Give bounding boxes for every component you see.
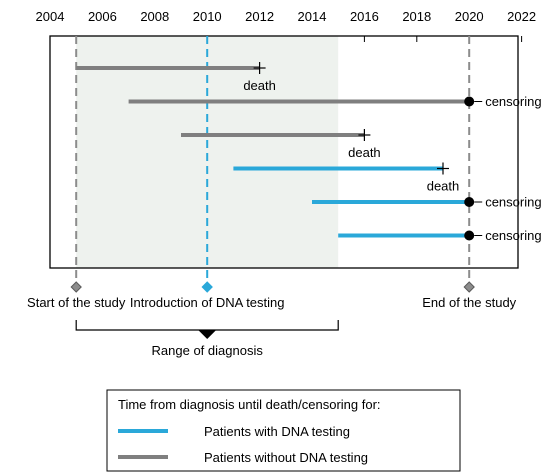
marker-diamond — [70, 281, 82, 293]
marker-label: End of the study — [422, 295, 516, 310]
year-label: 2010 — [193, 9, 222, 24]
year-label: 2004 — [36, 9, 65, 24]
timeline-frame — [49, 35, 519, 269]
patient-lines: death censoring death death censoring censori… — [76, 62, 542, 243]
diagnosis-range-shading — [76, 36, 339, 268]
legend: Time from diagnosis until death/censorin… — [106, 389, 461, 472]
year-label: 2016 — [350, 9, 379, 24]
legend-item-label: Patients with DNA testing — [204, 424, 350, 439]
study-markers: Start of the study Introduction of DNA te… — [27, 36, 517, 310]
year-label: 2020 — [455, 9, 484, 24]
legend-items: Patients with DNA testing Patients withou… — [118, 424, 368, 465]
censoring-dot — [464, 197, 475, 207]
year-axis: 2004 2006 2008 2010 2012 2014 2016 2018 2020 2022 — [36, 9, 536, 42]
range-pointer — [198, 330, 217, 339]
range-label: Range of diagnosis — [152, 343, 264, 358]
censoring-label: censoring — [485, 94, 541, 109]
censoring-dot — [464, 96, 475, 107]
legend-title: Time from diagnosis until death/censorin… — [118, 397, 381, 412]
year-label: 2018 — [402, 9, 431, 24]
range-bracket — [75, 320, 339, 331]
censoring-label: censoring — [485, 228, 541, 243]
death-label: death — [243, 78, 276, 93]
year-label: 2014 — [298, 9, 327, 24]
year-label: 2006 — [88, 9, 117, 24]
year-label: 2008 — [140, 9, 169, 24]
legend-item-label: Patients without DNA testing — [204, 450, 368, 465]
marker-label: Start of the study — [27, 295, 126, 310]
range-of-diagnosis-bracket: Range of diagnosis — [75, 320, 339, 358]
death-label: death — [348, 145, 381, 160]
marker-diamond — [201, 281, 213, 293]
marker-label: Introduction of DNA testing — [130, 295, 285, 310]
death-label: death — [427, 179, 460, 194]
year-label: 2022 — [507, 9, 536, 24]
marker-diamond — [463, 281, 475, 293]
censoring-dot — [464, 230, 475, 241]
year-label: 2012 — [245, 9, 274, 24]
censoring-label: censoring — [485, 195, 541, 210]
